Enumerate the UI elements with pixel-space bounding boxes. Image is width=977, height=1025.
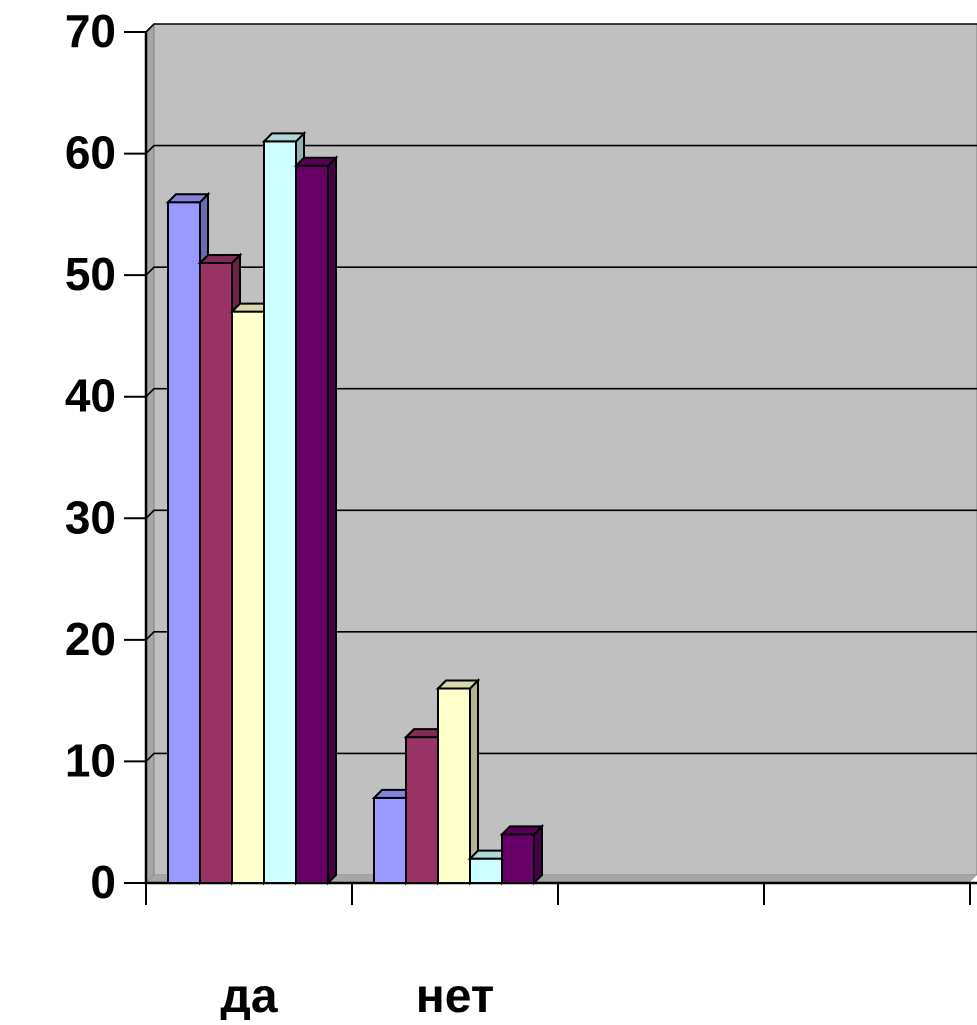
bar-front [405, 736, 439, 884]
bar [293, 155, 339, 886]
y-tick-label: 60 [65, 127, 116, 179]
gridline [145, 509, 977, 519]
y-tick-label: 70 [65, 5, 116, 57]
gridline [145, 631, 977, 641]
bar-front [501, 833, 535, 884]
gridline [145, 144, 977, 155]
axis-labels: 0 10 20 30 40 50 60 70 да нет [65, 5, 495, 1023]
gridline [145, 266, 977, 276]
bar [435, 678, 481, 886]
y-tick-label: 40 [65, 370, 116, 422]
bars [165, 131, 545, 886]
bar [499, 823, 545, 886]
gridline [145, 23, 977, 33]
gridlines [145, 23, 977, 762]
bar-front [469, 857, 503, 885]
y-tick-label: 50 [65, 248, 116, 300]
y-tick-label: 30 [65, 491, 116, 543]
plot-floor [146, 875, 977, 883]
bar-front [437, 687, 471, 884]
gridline [145, 387, 977, 398]
y-tick-label: 10 [65, 734, 116, 786]
bar-front [295, 164, 329, 884]
y-tick-label: 20 [65, 613, 116, 665]
gridline [145, 752, 977, 762]
bar-top [293, 156, 339, 167]
bar-front [373, 796, 407, 885]
bar-top [435, 679, 481, 690]
bar-side [533, 823, 543, 886]
bar-top [197, 253, 243, 264]
bar-top [165, 193, 211, 204]
x-tick-label: нет [416, 970, 495, 1020]
bar-side [327, 155, 337, 886]
x-tick-label: да [220, 970, 277, 1020]
bar-top [261, 132, 307, 143]
y-tick-label: 0 [90, 856, 116, 908]
bar-front [231, 310, 265, 885]
bar-front [263, 140, 297, 884]
bar [165, 191, 211, 886]
bar-top [499, 825, 545, 836]
bar-front [199, 261, 233, 884]
bar-front [167, 201, 201, 884]
